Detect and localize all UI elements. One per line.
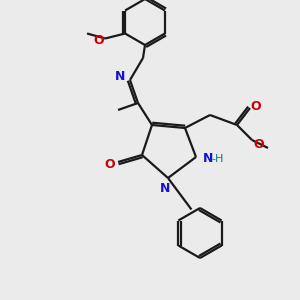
Text: N: N [115,70,125,83]
Text: O: O [105,158,115,170]
Text: N: N [203,152,213,166]
Text: O: O [251,100,261,112]
Text: O: O [94,34,104,47]
Text: -H: -H [212,154,224,164]
Text: N: N [160,182,170,194]
Text: O: O [254,137,264,151]
